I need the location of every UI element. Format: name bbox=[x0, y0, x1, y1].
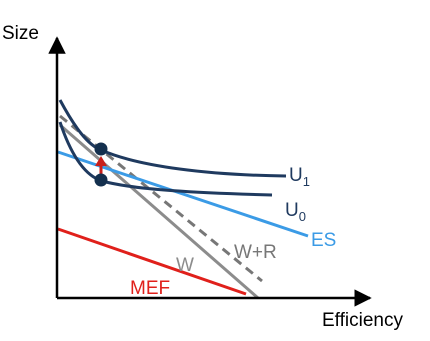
x-axis-title: Efficiency bbox=[322, 310, 403, 331]
u0-label-main: U bbox=[285, 200, 299, 221]
u0-curve bbox=[58, 121, 273, 197]
w-plus-r-label: W+R bbox=[234, 242, 277, 263]
es-label: ES bbox=[311, 230, 336, 251]
u0-label-subscript: 0 bbox=[299, 209, 306, 224]
u1-curve bbox=[58, 99, 287, 178]
mef-line bbox=[57, 227, 247, 296]
y-axis-title: Size bbox=[2, 23, 39, 44]
shift-arrow-head bbox=[95, 156, 107, 166]
u0-label: U0 bbox=[285, 200, 306, 224]
w-label: W bbox=[176, 255, 194, 276]
mef-label: MEF bbox=[130, 278, 170, 299]
u1-label-main: U bbox=[289, 165, 303, 186]
point-u1-tangency bbox=[94, 142, 108, 156]
u1-label: U1 bbox=[289, 165, 310, 189]
point-u0-tangency bbox=[94, 173, 108, 187]
u1-label-subscript: 1 bbox=[303, 174, 310, 189]
w-plus-r-line bbox=[59, 114, 263, 283]
w-line bbox=[59, 123, 259, 300]
